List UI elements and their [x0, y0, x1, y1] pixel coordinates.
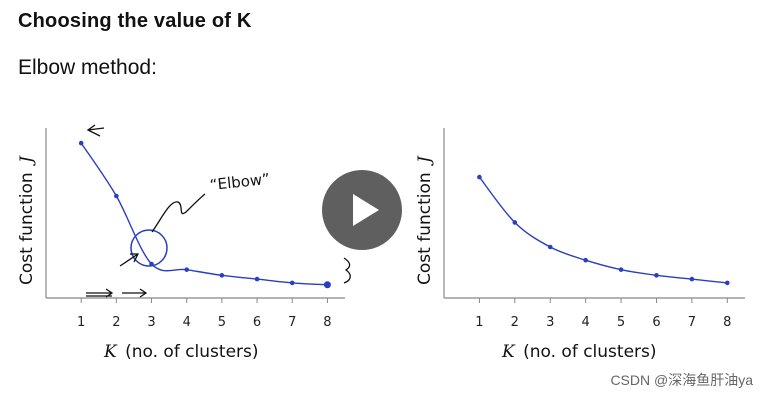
- right-x-tick-label: 2: [511, 315, 519, 330]
- elbow-circle: [130, 229, 168, 267]
- left-series-line: [80, 142, 328, 286]
- right-x-tick-label: 5: [617, 315, 625, 330]
- left-data-point: [184, 267, 190, 272]
- right-y-axis-label: Cost function J: [415, 155, 435, 285]
- arrow-bottom-2: [122, 288, 148, 298]
- video-play-button[interactable]: [322, 170, 402, 250]
- left-data-point: [323, 281, 331, 289]
- right-x-tick-label: 7: [688, 315, 696, 330]
- left-y-axis-label: Cost function J: [17, 155, 37, 285]
- left-data-point: [114, 193, 119, 199]
- left-x-tick-label: 1: [77, 315, 85, 330]
- right-x-axis-label: K (no. of clusters): [501, 342, 657, 362]
- slide-subtitle: Elbow method:: [18, 56, 157, 79]
- left-x-tick-label: 8: [323, 315, 331, 330]
- left-x-tick-label: 4: [183, 315, 191, 330]
- right-data-point: [618, 267, 624, 272]
- right-data-point: [583, 257, 588, 263]
- play-icon: [353, 194, 379, 226]
- right-data-point: [654, 273, 659, 278]
- left-data-point: [219, 273, 225, 278]
- left-x-axis-label: K (no. of clusters): [103, 342, 259, 362]
- right-x-tick-label: 8: [723, 315, 731, 330]
- right-series-line: [478, 176, 728, 284]
- elbow-label: “Elbow”: [209, 170, 271, 194]
- left-x-tick-label: 7: [288, 315, 296, 330]
- left-data-point: [78, 140, 84, 146]
- bracket-mark: [343, 257, 351, 284]
- arrow-to-elbow: [119, 253, 140, 267]
- right-data-point: [689, 276, 695, 282]
- right-data-point: [724, 280, 730, 286]
- right-tick-labels: 1 2 3 4 5 6 7 8: [475, 298, 731, 330]
- right-data-point: [477, 174, 482, 180]
- right-series-points: [477, 174, 730, 286]
- arrow-top-left: [86, 124, 105, 137]
- right-x-tick-label: 3: [546, 315, 554, 330]
- left-series-points: [78, 140, 331, 289]
- elbow-annotations: [86, 124, 351, 298]
- left-tick-labels: 1 2 3 4 5 6 7 8: [77, 298, 332, 330]
- right-x-tick-label: 1: [475, 315, 483, 330]
- left-x-tick-label: 6: [253, 315, 261, 330]
- left-data-point: [254, 276, 260, 282]
- right-x-tick-label: 6: [652, 315, 660, 330]
- watermark: CSDN @深海鱼肝油ya: [610, 372, 753, 388]
- left-data-point: [289, 280, 295, 286]
- arrow-bottom-1: [86, 288, 114, 298]
- left-chart: 1 2 3 4 5 6 7 8 Cost function J K (no. of clust…: [17, 124, 351, 362]
- right-chart: 1 2 3 4 5 6 7 8 Cost function J K (no. of clust…: [415, 128, 745, 362]
- left-x-tick-label: 3: [147, 315, 155, 330]
- right-data-point: [547, 244, 553, 250]
- right-data-point: [512, 220, 518, 225]
- left-x-tick-label: 2: [112, 315, 120, 330]
- elbow-squiggle: [151, 193, 206, 233]
- right-x-tick-label: 4: [582, 315, 590, 330]
- left-x-tick-label: 5: [218, 315, 226, 330]
- slide-title: Choosing the value of K: [18, 10, 252, 32]
